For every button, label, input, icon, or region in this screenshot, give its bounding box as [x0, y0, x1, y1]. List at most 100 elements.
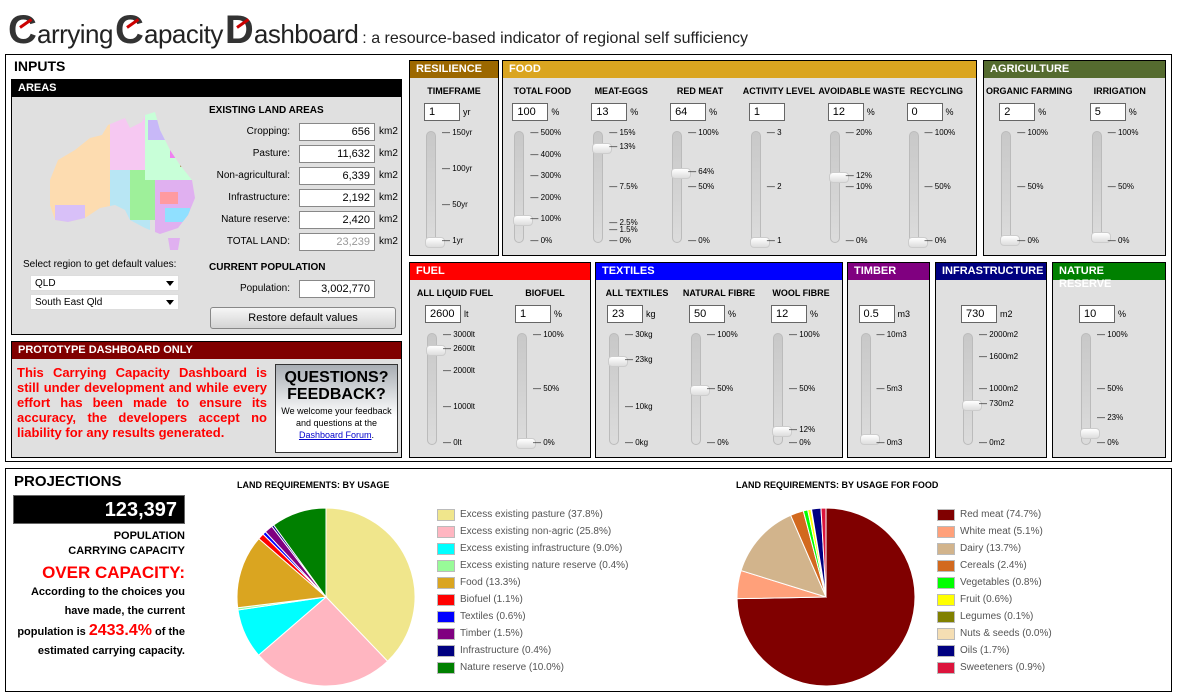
avoidable-waste-slider-thumb[interactable] — [828, 172, 849, 184]
natural-fibre-slider-thumb[interactable] — [690, 385, 710, 396]
land-row-total: TOTAL LAND: 23,239 km2 — [202, 233, 402, 251]
wool-fibre-input[interactable]: 12 — [771, 305, 807, 323]
nature-reserve-input[interactable]: 2,420 — [299, 211, 375, 229]
total-food-input[interactable]: 100 — [512, 103, 549, 121]
slider-tick-label: — 64% — [688, 166, 715, 176]
pie-chart-by-usage — [236, 507, 416, 687]
activity-level-slider-thumb[interactable] — [749, 237, 770, 248]
slider-tick-label: — 50% — [533, 384, 560, 393]
panel-header-food: FOOD — [503, 61, 976, 78]
recycling-slider-track[interactable] — [907, 131, 928, 248]
timber-slider-track[interactable] — [859, 333, 880, 445]
meat-eggs-slider-thumb[interactable] — [592, 143, 613, 155]
non-agricultural-input[interactable]: 6,339 — [299, 167, 375, 185]
natural-fibre-slider-track[interactable] — [690, 333, 710, 445]
timber-slider-thumb[interactable] — [859, 433, 880, 445]
avoidable-waste-slider-track[interactable] — [828, 131, 849, 243]
chart-title-by-food: LAND REQUIREMENTS: BY USAGE FOR FOOD — [736, 480, 939, 490]
slider-group-organic-farming: ORGANIC FARMING 2% — 100% — 50% — 0% — [984, 78, 1075, 256]
timeframe-slider-thumb[interactable] — [425, 237, 445, 248]
biofuel-slider-thumb[interactable] — [516, 437, 536, 449]
panel-food: FOOD TOTAL FOOD 100% — 500% — 400% — 300% — 20… — [502, 60, 977, 256]
activity-level-input[interactable]: 1 — [748, 103, 785, 121]
infrastructure-input[interactable]: 730 — [961, 305, 997, 323]
panel-resilience: RESILIENCE TIMEFRAME 1 yr — 150yr — 100yr — 50… — [409, 60, 499, 256]
population-input[interactable]: 3,002,770 — [299, 280, 375, 298]
subregion-select[interactable]: South East Qld — [30, 294, 179, 310]
timeframe-slider-track[interactable] — [425, 131, 445, 248]
organic-farming-slider-thumb[interactable] — [1000, 234, 1021, 246]
unit-label: % — [810, 309, 819, 319]
legend-label: Biofuel (1.1%) — [460, 594, 523, 605]
all-liquid-fuel-input[interactable]: 2600 — [425, 305, 461, 323]
slider-tick-label: — 1000m2 — [979, 384, 1019, 393]
legend-item: Timber (1.5%) — [437, 625, 628, 642]
nature-input[interactable]: 10 — [1079, 305, 1115, 323]
infrastructure-slider-track[interactable] — [962, 333, 982, 445]
legend-label: Oils (1.7%) — [960, 645, 1010, 656]
red-meat-input[interactable]: 64 — [670, 103, 707, 121]
row-label: Pasture: — [252, 148, 290, 159]
nature-slider-thumb[interactable] — [1080, 428, 1100, 440]
slider-tick-label: — 10% — [845, 182, 872, 191]
restore-defaults-button[interactable]: Restore default values — [210, 307, 396, 329]
meat-eggs-slider-track[interactable] — [592, 131, 613, 243]
legend-item: Excess existing infrastructure (9.0%) — [437, 540, 628, 557]
legend-label: Cereals (2.4%) — [960, 560, 1027, 571]
irrigation-slider-thumb[interactable] — [1090, 231, 1111, 243]
cropping-input[interactable]: 656 — [299, 123, 375, 141]
slider-tick-label: — 100% — [707, 330, 738, 339]
wool-fibre-slider-thumb[interactable] — [772, 426, 792, 438]
wool-fibre-slider-track[interactable] — [772, 333, 792, 445]
recycling-slider-thumb[interactable] — [907, 237, 928, 248]
activity-level-slider-track[interactable] — [749, 131, 770, 248]
slider-tick-label: — 0% — [845, 236, 868, 245]
slider-tick-label: — 2000lt — [443, 366, 476, 375]
row-label: TOTAL LAND: — [226, 236, 290, 247]
nature-slider-track[interactable] — [1080, 333, 1100, 445]
gauge-letter-icon: C — [8, 10, 40, 50]
organic-farming-slider-track[interactable] — [1000, 131, 1021, 246]
dashboard-forum-link[interactable]: Dashboard Forum — [298, 430, 372, 440]
all-textiles-input[interactable]: 23 — [607, 305, 643, 323]
areas-header: AREAS — [12, 80, 401, 97]
region-select[interactable]: QLD — [30, 275, 179, 291]
red-meat-slider-track[interactable] — [671, 131, 692, 243]
legend-label: Fruit (0.6%) — [960, 594, 1013, 605]
meat-eggs-input[interactable]: 13 — [591, 103, 628, 121]
irrigation-input[interactable]: 5 — [1089, 103, 1126, 121]
slider-tick-label: — 100% — [530, 214, 562, 224]
total-food-slider-track[interactable] — [513, 131, 534, 243]
land-row-infrastructure: Infrastructure: 2,192 km2 — [202, 189, 402, 207]
all-liquid-fuel-slider-track[interactable] — [426, 333, 446, 445]
land-row-nature-reserve: Nature reserve: 2,420 km2 — [202, 211, 402, 229]
irrigation-slider-track[interactable] — [1090, 131, 1111, 243]
slider-group-avoidable-waste: AVOIDABLE WASTE 12% — 20% — 12% — 10% — 0% — [818, 78, 905, 256]
slider-tick-label: — 2 — [766, 182, 782, 191]
pasture-input[interactable]: 11,632 — [299, 145, 375, 163]
total-food-slider-thumb[interactable] — [513, 215, 534, 227]
infrastructure-input[interactable]: 2,192 — [299, 189, 375, 207]
timeframe-input[interactable]: 1 — [424, 103, 460, 121]
all-textiles-slider-thumb[interactable] — [608, 356, 628, 368]
legend-item: Nature reserve (10.0%) — [437, 659, 628, 676]
organic-farming-input[interactable]: 2 — [999, 103, 1036, 121]
red-meat-slider-thumb[interactable] — [671, 167, 692, 179]
slider-tick-label: — 13% — [609, 142, 636, 152]
unit: km2 — [379, 192, 398, 203]
infrastructure-slider-thumb[interactable] — [962, 399, 982, 411]
timber-input[interactable]: 0.5 — [858, 305, 895, 323]
slider-tick-label: — 50% — [688, 182, 715, 191]
legend-label: Textiles (0.6%) — [460, 611, 526, 622]
recycling-input[interactable]: 0 — [906, 103, 943, 121]
australia-map[interactable] — [30, 110, 200, 250]
all-liquid-fuel-slider-thumb[interactable] — [426, 345, 446, 357]
text-part: According to the choices you have made, … — [17, 586, 185, 638]
natural-fibre-input[interactable]: 50 — [689, 305, 725, 323]
all-textiles-slider-track[interactable] — [608, 333, 628, 445]
biofuel-input[interactable]: 1 — [515, 305, 551, 323]
panel-nature: NATURE RESERVE 10% — 100% — 50% — 23% — 0% — [1052, 262, 1166, 458]
avoidable-waste-input[interactable]: 12 — [827, 103, 864, 121]
biofuel-slider-track[interactable] — [516, 333, 536, 449]
chevron-down-icon — [166, 281, 174, 286]
